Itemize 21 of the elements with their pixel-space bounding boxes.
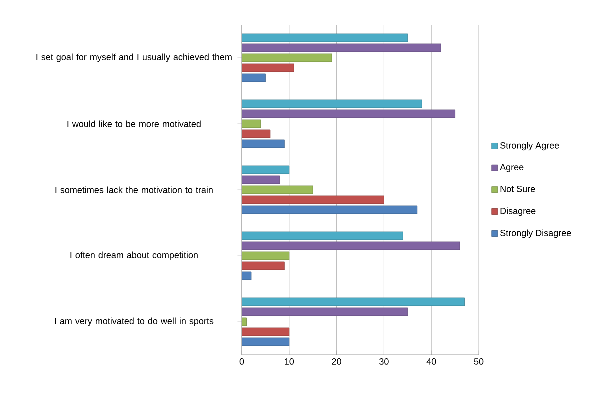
y-tick-label: I set goal for myself and I usually achieved them — [36, 54, 232, 62]
y-tick-label: I sometimes lack the motivation to train — [56, 186, 213, 194]
legend-label: Strongly Agree — [500, 142, 560, 151]
legend-label: Not Sure — [500, 186, 536, 192]
x-tick-label: 50 — [474, 358, 484, 365]
x-tick-label: 10 — [285, 358, 294, 365]
x-tick-label: 0 — [240, 358, 244, 365]
x-tick-label: 20 — [332, 358, 342, 365]
legend-label: Agree — [500, 164, 524, 172]
x-tick-label: 40 — [426, 358, 436, 365]
legend-label: Strongly Disagree — [500, 230, 572, 238]
bar — [242, 64, 294, 72]
bar — [242, 328, 290, 336]
y-tick-label: I often dream about competition — [70, 252, 198, 260]
x-tick-label: 30 — [380, 358, 389, 365]
bar — [242, 262, 285, 270]
bar — [242, 130, 271, 138]
bar — [242, 196, 384, 204]
legend-label: Disagree — [500, 208, 536, 216]
y-tick-label: I am very motivated to do well in sports — [55, 318, 214, 326]
y-tick-label: I would like to be more motivated — [68, 120, 201, 128]
